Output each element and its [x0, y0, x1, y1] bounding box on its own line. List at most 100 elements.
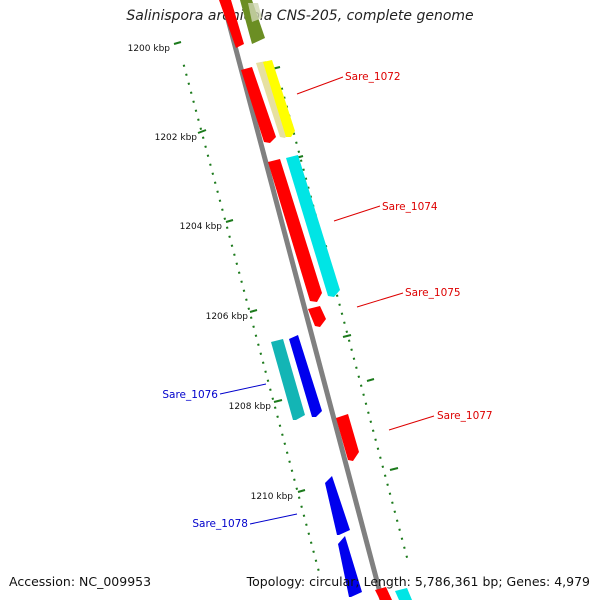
gene-blue-1076 [289, 335, 322, 417]
outer-minor-tick [352, 357, 356, 360]
tick-label-1210: 1210 kbp [251, 492, 294, 502]
inner-minor-tick [271, 397, 275, 400]
outer-minor-tick [388, 492, 392, 495]
inner-minor-tick [247, 307, 251, 310]
leader-sare-1072 [296, 76, 344, 95]
inner-minor-tick [312, 550, 315, 553]
inner-minor-tick [249, 316, 253, 319]
leader-sare-1078 [249, 513, 298, 525]
inner-minor-tick [288, 460, 291, 463]
outer-minor-tick [405, 555, 409, 558]
inner-minor-tick [307, 532, 311, 535]
inner-minor-tick [189, 91, 193, 94]
gene-olive-light [248, 3, 262, 22]
label-sare-1072: Sare_1072 [345, 71, 401, 83]
gene-yellow-1072 [263, 60, 295, 137]
inner-minor-tick [213, 181, 217, 184]
inner-minor-tick [314, 559, 318, 562]
outer-minor-tick [393, 510, 397, 513]
inner-minor-tick [221, 208, 224, 211]
inner-minor-tick [254, 334, 258, 337]
inner-minor-tick [309, 541, 313, 544]
outer-minor-tick [355, 366, 358, 369]
gene-red-1077 [336, 414, 359, 461]
inner-minor-tick [185, 73, 188, 76]
inner-minor-tick [211, 172, 215, 175]
outer-minor-tick [367, 411, 370, 414]
outer-minor-tick [302, 168, 305, 171]
outer-minor-tick [374, 438, 377, 441]
tick-1202: 1202 kbp [155, 129, 207, 143]
inner-minor-tick [245, 298, 248, 301]
gene-red-1075 [308, 306, 326, 327]
inner-minor-tick [285, 451, 289, 454]
inner-minor-tick [197, 118, 200, 121]
outer-minor-tick [340, 312, 344, 315]
inner-tick-track [182, 64, 320, 571]
inner-minor-tick [305, 523, 308, 526]
inner-minor-tick [233, 253, 236, 256]
inner-minor-tick [242, 289, 246, 292]
outer-minor-tick [338, 303, 341, 306]
inner-minor-tick [216, 190, 219, 193]
inner-minor-tick [266, 379, 270, 382]
inner-minor-tick [199, 127, 203, 130]
outer-minor-tick [371, 429, 375, 432]
tick-1206: 1206 kbp [206, 309, 258, 322]
tick-label-1208: 1208 kbp [229, 402, 272, 412]
outer-minor-tick [379, 456, 382, 459]
inner-minor-tick [259, 352, 263, 355]
outer-minor-tick [357, 375, 361, 378]
outer-minor-tick [403, 546, 406, 549]
outer-minor-tick [359, 384, 363, 387]
outer-minor-tick [369, 420, 373, 423]
label-sare-1075: Sare_1075 [405, 287, 461, 299]
gene-teal-1076 [271, 339, 305, 420]
genes-layer [219, 0, 412, 600]
tick-1204: 1204 kbp [180, 219, 234, 232]
gene-blue-1079 [338, 536, 362, 597]
inner-minor-tick [225, 226, 229, 229]
outer-minor-tick [297, 150, 301, 153]
outer-minor-tick [364, 402, 368, 405]
inner-minor-tick [218, 199, 222, 202]
label-sare-1074: Sare_1074 [382, 201, 438, 213]
tick-label-1200: 1200 kbp [128, 44, 171, 54]
leader-sare-1076 [219, 383, 267, 395]
outer-minor-tick [381, 465, 385, 468]
inner-minor-tick [237, 271, 241, 274]
inner-minor-tick [300, 505, 303, 508]
leader-sare-1074 [333, 205, 381, 222]
gene-cyan-1074 [286, 155, 340, 297]
inner-minor-tick [293, 478, 296, 481]
outer-minor-tick [386, 483, 389, 486]
outer-tick-track [280, 87, 409, 558]
outer-minor-tick [350, 348, 353, 351]
inner-minor-tick [278, 424, 282, 427]
gene-blue-1078 [325, 476, 350, 535]
inner-minor-tick [276, 415, 279, 418]
tick-label-1204: 1204 kbp [180, 222, 223, 232]
gene-red-1073 [268, 159, 322, 302]
gene-red-top [219, 0, 244, 48]
topology-text: Topology: circular; Length: 5,786,361 bp… [246, 574, 590, 589]
outer-minor-tick [345, 330, 349, 333]
tick-label-1202: 1202 kbp [155, 133, 198, 143]
outer-minor-tick [391, 501, 394, 504]
inner-minor-tick [297, 496, 301, 499]
label-sare-1078: Sare_1078 [192, 518, 248, 530]
gene-red-bottom [375, 587, 392, 600]
map-title: Salinispora arenicola CNS-205, complete … [126, 8, 474, 24]
inner-minor-tick [317, 568, 320, 571]
inner-minor-tick [230, 244, 234, 247]
gene-red-1071 [241, 67, 276, 143]
outer-minor-tick [383, 474, 387, 477]
inner-minor-tick [192, 100, 195, 103]
inner-minor-tick [194, 109, 198, 112]
outer-minor-tick [362, 393, 365, 396]
outer-minor-tick [347, 339, 351, 342]
inner-minor-tick [269, 388, 272, 391]
outer-minor-tick [376, 447, 380, 450]
outer-minor-tick [398, 528, 401, 531]
